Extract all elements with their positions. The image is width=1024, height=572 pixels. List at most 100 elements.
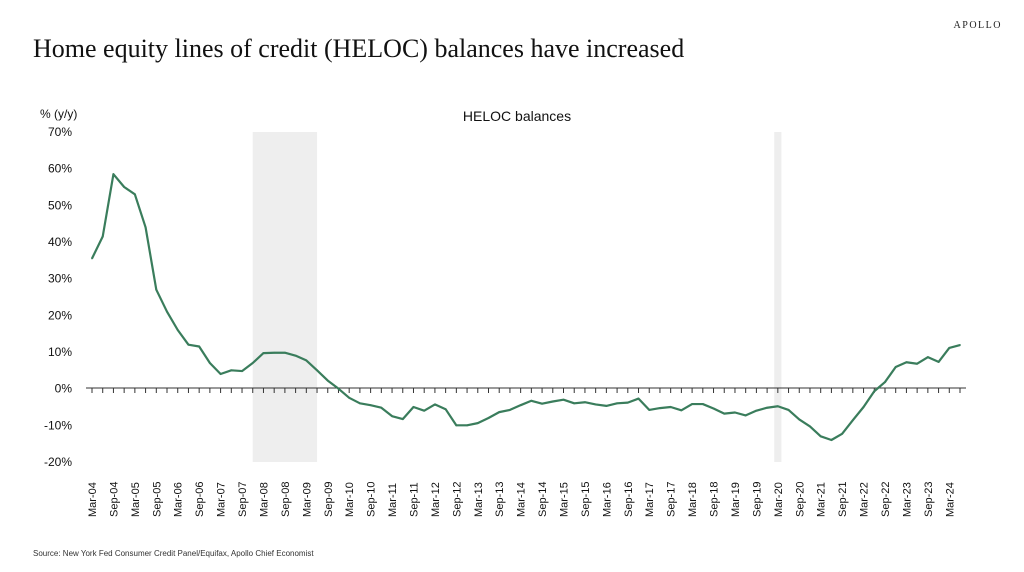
page-title: Home equity lines of credit (HELOC) bala… (33, 34, 685, 63)
data-point (734, 411, 736, 414)
data-point (851, 419, 854, 422)
x-tick-label: Sep-18 (709, 482, 721, 517)
data-point (241, 370, 243, 372)
x-tick-label: Mar-07 (216, 482, 228, 517)
x-tick-label: Sep-05 (151, 482, 163, 517)
data-point (573, 402, 576, 405)
x-tick-label: Sep-19 (751, 482, 763, 517)
x-tick-label: Sep-21 (837, 482, 849, 517)
data-point (841, 432, 844, 435)
data-point (862, 406, 865, 408)
data-point (187, 343, 190, 346)
data-point (423, 409, 426, 412)
y-tick-label: 10% (48, 345, 72, 359)
data-point (498, 411, 501, 414)
data-point (155, 288, 158, 291)
y-tick-label: 60% (48, 162, 72, 176)
x-tick-label: Mar-11 (387, 483, 399, 517)
x-tick-label: Mar-09 (301, 482, 313, 517)
data-point (380, 406, 383, 409)
data-point (594, 403, 597, 406)
data-point (487, 417, 490, 419)
data-point (755, 409, 758, 412)
data-point (305, 359, 308, 362)
data-point (219, 373, 222, 375)
y-axis-ticks: 70% 60% 50% 40% 30% 20% 10% 0% -10% -20% (44, 125, 72, 469)
data-point (101, 235, 104, 238)
data-point (273, 351, 276, 354)
x-tick-label: Mar-12 (430, 482, 442, 517)
data-point (401, 418, 404, 420)
x-tick-label: Sep-11 (408, 482, 420, 517)
x-tick-label: Sep-20 (794, 482, 806, 517)
x-tick-label: Mar-10 (344, 482, 356, 517)
data-point (873, 390, 876, 393)
data-point (798, 418, 801, 421)
data-point (766, 406, 769, 409)
data-point (541, 402, 543, 405)
y-tick-label: 70% (48, 125, 72, 139)
x-tick-label: Mar-17 (644, 482, 656, 517)
data-point (369, 404, 372, 407)
data-point (948, 347, 951, 349)
data-point (476, 422, 479, 425)
data-point (112, 173, 115, 176)
y-tick-label: 40% (48, 235, 72, 249)
data-point (776, 405, 779, 408)
y-tick-label: 30% (48, 272, 72, 286)
data-point (584, 401, 586, 404)
x-tick-label: Mar-21 (816, 482, 828, 517)
data-point (723, 412, 726, 415)
x-tick-label: Mar-05 (130, 482, 142, 517)
data-point (208, 362, 211, 364)
data-point (283, 351, 286, 354)
x-tick-label: Mar-08 (258, 482, 270, 517)
data-point (605, 405, 608, 407)
x-tick-label: Mar-06 (173, 482, 185, 517)
data-point (637, 397, 640, 400)
x-tick-label: Sep-07 (237, 482, 249, 517)
x-tick-label: Sep-04 (108, 482, 120, 517)
recession-shading (252, 132, 782, 462)
y-tick-label: 20% (48, 308, 72, 322)
source-note: Source: New York Fed Consumer Credit Pan… (33, 549, 314, 558)
x-tick-label: Mar-24 (944, 482, 956, 517)
x-tick-label: Mar-19 (730, 482, 742, 517)
x-tick-label: Sep-15 (580, 482, 592, 517)
data-point (626, 401, 629, 404)
x-axis: Mar-04 Sep-04 Mar-05 Sep-05 Mar-06 Sep-06 Mar-… (86, 387, 966, 517)
data-point (391, 415, 393, 418)
data-point (894, 366, 897, 368)
data-point (166, 310, 168, 313)
x-tick-label: Sep-22 (880, 482, 892, 517)
x-tick-label: Sep-14 (537, 482, 549, 517)
data-point (562, 398, 565, 401)
brand-logo: APOLLO (953, 20, 1002, 31)
y-tick-label: 50% (48, 198, 72, 212)
data-point (916, 362, 919, 365)
data-point (519, 404, 522, 407)
x-tick-label: Mar-18 (687, 482, 699, 517)
data-point (809, 425, 811, 428)
data-point (669, 406, 672, 408)
data-point (230, 369, 233, 372)
x-tick-label: Sep-06 (194, 482, 206, 517)
data-point (616, 402, 618, 405)
data-point (251, 362, 254, 364)
data-point (198, 345, 201, 348)
data-point (701, 403, 704, 405)
data-point (434, 403, 436, 406)
recession-band-1 (252, 132, 318, 462)
data-point (744, 414, 747, 417)
x-tick-label: Sep-13 (494, 482, 506, 517)
data-point (144, 226, 147, 229)
y-tick-label: -10% (44, 418, 72, 432)
y-axis-label: % (y/y) (40, 107, 77, 121)
x-tick-label: Sep-12 (451, 482, 463, 517)
data-point (937, 361, 940, 363)
data-point (884, 381, 886, 383)
data-point (509, 409, 511, 411)
x-tick-label: Sep-16 (623, 482, 635, 517)
x-tick-label: Mar-23 (901, 482, 913, 517)
data-point (680, 409, 683, 412)
